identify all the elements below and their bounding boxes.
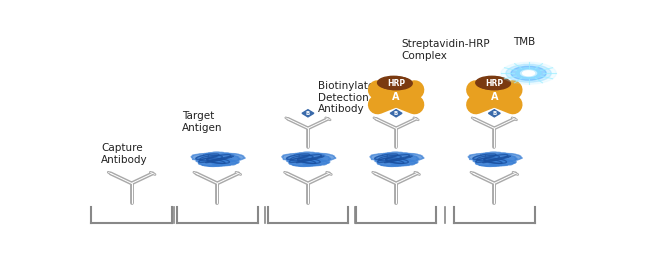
Circle shape bbox=[389, 81, 402, 86]
Polygon shape bbox=[487, 153, 523, 162]
Circle shape bbox=[380, 77, 412, 90]
Text: B: B bbox=[394, 111, 398, 116]
Text: B: B bbox=[492, 111, 497, 116]
Polygon shape bbox=[370, 153, 402, 161]
Text: A: A bbox=[393, 92, 400, 102]
Polygon shape bbox=[282, 153, 314, 161]
Circle shape bbox=[482, 79, 504, 87]
Polygon shape bbox=[303, 159, 329, 166]
Polygon shape bbox=[212, 159, 238, 166]
Circle shape bbox=[487, 81, 500, 86]
Polygon shape bbox=[196, 152, 240, 166]
Circle shape bbox=[506, 64, 551, 82]
Polygon shape bbox=[374, 152, 419, 166]
Circle shape bbox=[383, 79, 406, 87]
Polygon shape bbox=[489, 159, 515, 166]
Circle shape bbox=[478, 77, 510, 90]
Circle shape bbox=[378, 76, 410, 89]
Polygon shape bbox=[389, 153, 424, 162]
Polygon shape bbox=[475, 159, 504, 166]
Polygon shape bbox=[390, 110, 402, 117]
Circle shape bbox=[511, 66, 546, 80]
Text: A: A bbox=[491, 92, 498, 102]
Text: HRP: HRP bbox=[486, 79, 503, 88]
Polygon shape bbox=[191, 153, 223, 161]
Text: Biotinylated
Detection
Antibody: Biotinylated Detection Antibody bbox=[318, 81, 381, 114]
Polygon shape bbox=[300, 153, 336, 162]
Text: TMB: TMB bbox=[514, 37, 536, 47]
Polygon shape bbox=[473, 152, 517, 166]
Polygon shape bbox=[391, 159, 417, 166]
Polygon shape bbox=[302, 110, 314, 117]
Text: HRP: HRP bbox=[387, 79, 405, 88]
Text: Streptavidin-HRP
Complex: Streptavidin-HRP Complex bbox=[401, 39, 489, 61]
Polygon shape bbox=[198, 159, 226, 166]
Polygon shape bbox=[210, 153, 245, 162]
Polygon shape bbox=[287, 152, 331, 166]
Circle shape bbox=[476, 76, 508, 89]
Polygon shape bbox=[289, 159, 317, 166]
Polygon shape bbox=[488, 110, 500, 117]
Text: Capture
Antibody: Capture Antibody bbox=[101, 143, 148, 165]
Text: Target
Antigen: Target Antigen bbox=[182, 111, 222, 133]
Text: B: B bbox=[306, 111, 310, 116]
Circle shape bbox=[521, 70, 537, 76]
Polygon shape bbox=[377, 159, 406, 166]
Circle shape bbox=[523, 71, 534, 76]
Polygon shape bbox=[468, 153, 500, 161]
Circle shape bbox=[516, 68, 541, 78]
Circle shape bbox=[501, 62, 556, 84]
